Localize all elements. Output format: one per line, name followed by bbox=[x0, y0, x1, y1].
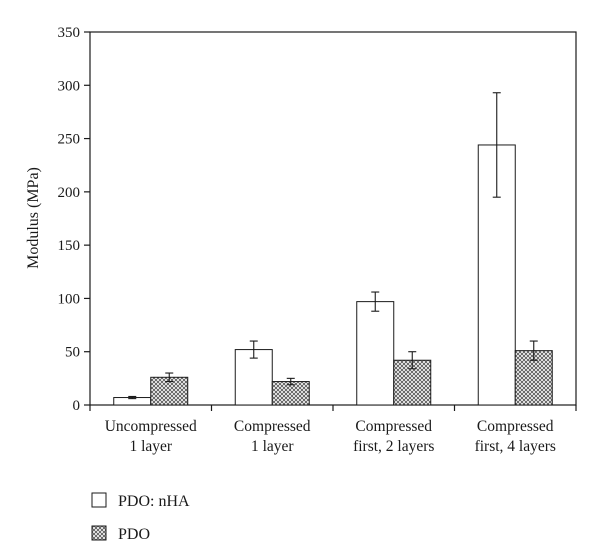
y-axis-title: Modulus (MPa) bbox=[25, 167, 42, 269]
error-bar-pdo-nha-1 bbox=[249, 340, 258, 359]
x-category-label: Compressed bbox=[355, 418, 432, 435]
y-tick-label: 150 bbox=[58, 238, 81, 254]
y-tick-label: 200 bbox=[58, 185, 81, 201]
legend-swatch-pdo bbox=[91, 525, 107, 541]
x-category-label: first, 4 layers bbox=[475, 438, 556, 455]
error-bar-pdo-nha-3 bbox=[492, 92, 501, 198]
x-category-label: Compressed bbox=[477, 418, 554, 435]
legend-label-pdo-nha: PDO: nHA bbox=[118, 493, 190, 510]
error-bar-pdo-2 bbox=[408, 351, 417, 370]
error-bar-pdo-nha-0 bbox=[128, 395, 137, 400]
bar-pdo-nha-2 bbox=[356, 301, 395, 406]
y-tick-label: 250 bbox=[58, 132, 81, 148]
x-category-label: Uncompressed bbox=[105, 418, 197, 435]
error-bar-pdo-nha-2 bbox=[371, 291, 380, 312]
legend-label-pdo: PDO bbox=[118, 526, 150, 543]
y-tick-label: 50 bbox=[65, 345, 80, 361]
y-tick-label: 300 bbox=[58, 78, 81, 94]
x-category-label: Compressed bbox=[234, 418, 311, 435]
error-bar-pdo-0 bbox=[165, 372, 174, 383]
y-tick-label: 0 bbox=[73, 398, 81, 414]
y-tick-label: 350 bbox=[58, 25, 81, 41]
x-category-label: first, 2 layers bbox=[353, 438, 434, 455]
legend-swatch-pdo-nha bbox=[91, 492, 107, 508]
error-bar-pdo-3 bbox=[529, 340, 538, 361]
y-tick-label: 100 bbox=[58, 291, 81, 307]
error-bar-pdo-1 bbox=[286, 377, 295, 386]
x-category-label: 1 layer bbox=[251, 438, 294, 455]
legend: PDO: nHA PDO bbox=[91, 492, 190, 543]
x-category-label: 1 layer bbox=[129, 438, 172, 455]
